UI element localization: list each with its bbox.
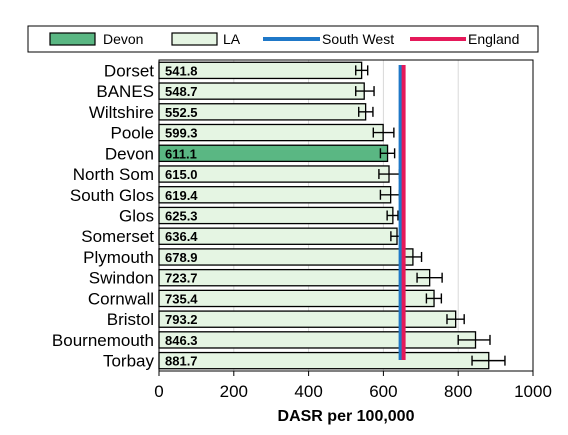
category-label: BANES — [96, 82, 154, 101]
x-tick-label: 400 — [294, 382, 322, 401]
x-axis-title: DASR per 100,000 — [278, 408, 415, 425]
value-label: 619.4 — [165, 188, 198, 203]
x-tick-label: 0 — [154, 382, 163, 401]
legend-swatch-devon — [49, 32, 96, 46]
x-tick-label: 800 — [444, 382, 472, 401]
legend-label-devon: Devon — [103, 31, 143, 47]
x-tick-label: 200 — [220, 382, 248, 401]
value-label: 548.7 — [165, 84, 198, 99]
category-label: Cornwall — [88, 289, 154, 308]
category-label: Swindon — [89, 269, 154, 288]
category-label: Bournemouth — [52, 331, 154, 350]
x-axis-ticks: 0 200 400 600 800 1000 — [154, 371, 552, 401]
value-label: 846.3 — [165, 333, 198, 348]
value-label: 678.9 — [165, 250, 198, 265]
value-label: 541.8 — [165, 63, 198, 78]
legend-swatch-la — [171, 32, 218, 46]
value-label: 881.7 — [165, 354, 198, 369]
category-label: Wiltshire — [89, 103, 154, 122]
bar — [158, 268, 431, 287]
bar — [158, 289, 435, 308]
x-tick-label: 600 — [369, 382, 397, 401]
bar — [158, 310, 457, 328]
value-label: 615.0 — [165, 167, 198, 182]
value-label: 793.2 — [165, 312, 198, 327]
value-label: 636.4 — [165, 229, 198, 244]
category-label: Bristol — [107, 310, 154, 329]
value-labels: 541.8 548.7 552.5 599.3 611.1 615.0 619.4 625.3… — [165, 63, 198, 368]
value-label: 625.3 — [165, 209, 198, 224]
value-label: 599.3 — [165, 126, 198, 141]
legend-label-england: England — [468, 31, 519, 47]
category-label: South Glos — [70, 186, 154, 205]
category-label: Glos — [119, 207, 154, 226]
bars — [158, 61, 490, 370]
value-label: 735.4 — [165, 291, 198, 306]
category-label: Torbay — [103, 352, 155, 371]
top-strip — [0, 0, 568, 6]
legend-label-south-west: South West — [322, 31, 394, 47]
reference-lines — [398, 65, 406, 360]
category-label: Dorset — [104, 61, 154, 80]
category-label: Somerset — [81, 227, 154, 246]
category-label: North Som — [73, 165, 154, 184]
category-label: Devon — [105, 144, 154, 163]
legend: Devon LA South West England — [27, 25, 539, 53]
value-label: 723.7 — [165, 271, 198, 286]
value-label: 552.5 — [165, 105, 198, 120]
legend-label-la: LA — [223, 31, 241, 47]
category-label: Plymouth — [83, 248, 154, 267]
bar — [158, 331, 477, 349]
value-label: 611.1 — [165, 146, 197, 161]
category-label: Poole — [111, 124, 154, 143]
x-tick-label: 1000 — [514, 382, 552, 401]
bar — [158, 351, 490, 370]
